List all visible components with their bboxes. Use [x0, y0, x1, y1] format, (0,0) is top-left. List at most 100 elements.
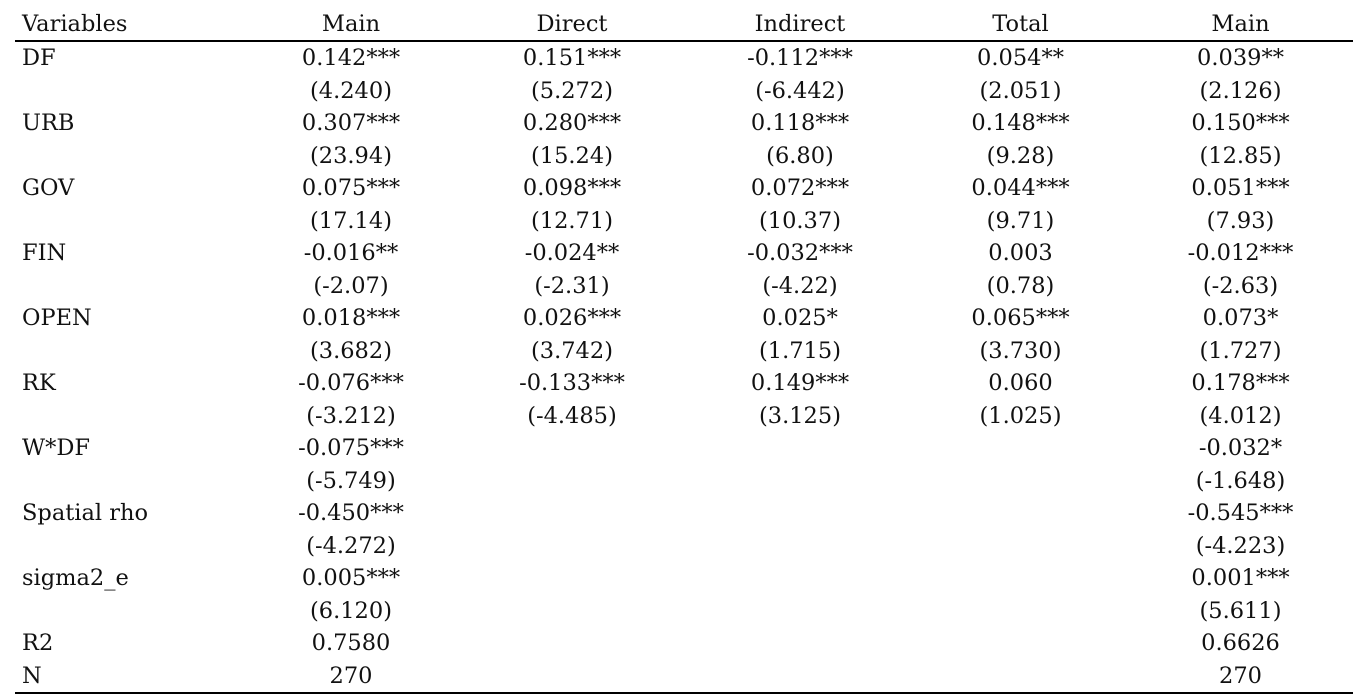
value-cell: 0.150***: [1191, 110, 1290, 136]
value-cell: -0.076***: [298, 370, 404, 396]
table-row: (4.240) (5.272) (-6.442) (2.051) (2.126): [15, 75, 1353, 108]
value-cell: 0.026***: [522, 305, 622, 331]
value-cell: 0.051***: [1191, 175, 1290, 201]
variable-name-cell: sigma2_e: [22, 565, 129, 591]
table-row: GOV 0.075*** 0.098*** 0.072*** 0.044*** 0.051…: [15, 172, 1353, 205]
value-cell: (5.611): [1199, 597, 1282, 624]
value-cell: (-4.22): [762, 272, 838, 299]
table-row: (-3.212) (-4.485) (3.125) (1.025) (4.012): [15, 400, 1353, 433]
value-cell: [687, 530, 913, 563]
value-cell: (-4.272): [306, 532, 396, 559]
value-cell: 0.073*: [1202, 305, 1279, 331]
header-main-2: Main: [1128, 0, 1353, 42]
value-cell: (2.051): [979, 77, 1062, 104]
value-cell: [913, 530, 1128, 563]
variable-name-cell: [15, 465, 245, 498]
value-cell: 0.018***: [301, 305, 401, 331]
value-cell: 0.054**: [977, 45, 1064, 71]
value-cell: 0.039**: [1197, 45, 1284, 71]
header-total: Total: [913, 0, 1128, 42]
value-cell: [457, 659, 687, 694]
value-cell: [687, 659, 913, 694]
value-cell: (9.28): [986, 142, 1055, 169]
variable-name-cell: [15, 530, 245, 563]
value-cell: (15.24): [531, 142, 613, 169]
variable-name-cell: FIN: [22, 240, 67, 266]
table-row: (-2.07) (-2.31) (-4.22) (0.78) (-2.63): [15, 270, 1353, 303]
header-main: Main: [245, 0, 457, 42]
value-cell: (3.125): [759, 402, 841, 429]
table-row: sigma2_e 0.005*** 0.001***: [15, 562, 1353, 595]
value-cell: -0.012***: [1187, 240, 1294, 266]
value-cell: (-2.07): [313, 272, 389, 299]
value-cell: (1.715): [759, 337, 841, 364]
value-cell: (7.93): [1206, 207, 1275, 234]
variable-name-cell: DF: [22, 45, 56, 71]
table-row: W*DF -0.075*** -0.032*: [15, 432, 1353, 465]
value-cell: (17.14): [310, 207, 392, 234]
value-cell: [913, 562, 1128, 595]
value-cell: [457, 595, 687, 628]
value-cell: 0.142***: [301, 45, 401, 71]
variable-name-cell: URB: [22, 110, 75, 136]
value-cell: 0.6626: [1201, 630, 1280, 656]
value-cell: (5.272): [531, 77, 613, 104]
variable-name-cell: RK: [22, 370, 56, 396]
value-cell: 0.151***: [522, 45, 622, 71]
table-row: DF 0.142*** 0.151*** -0.112*** 0.054** 0.039*…: [15, 41, 1353, 75]
value-cell: (-5.749): [306, 467, 396, 494]
value-cell: [913, 432, 1128, 465]
value-cell: [687, 497, 913, 530]
value-cell: (-4.223): [1195, 532, 1286, 559]
value-cell: (6.80): [766, 142, 834, 169]
value-cell: 0.072***: [750, 175, 850, 201]
variable-name-cell: [15, 595, 245, 628]
variable-name-cell: [15, 205, 245, 238]
value-cell: 0.149***: [750, 370, 850, 396]
variable-name-cell: [15, 400, 245, 433]
table-body: DF 0.142*** 0.151*** -0.112*** 0.054** 0.039*…: [15, 41, 1353, 694]
value-cell: (3.730): [979, 337, 1062, 364]
value-cell: 0.7580: [311, 630, 391, 656]
table-header: Variables Main Direct Indirect Total Mai…: [15, 0, 1353, 42]
value-cell: [457, 497, 687, 530]
header-direct: Direct: [457, 0, 687, 42]
value-cell: [457, 627, 687, 660]
value-cell: 0.001***: [1191, 565, 1290, 591]
value-cell: [687, 562, 913, 595]
value-cell: (10.37): [759, 207, 841, 234]
value-cell: [457, 562, 687, 595]
value-cell: 0.025*: [762, 305, 838, 331]
value-cell: -0.450***: [298, 500, 404, 526]
value-cell: (4.240): [310, 77, 392, 104]
value-cell: [913, 595, 1128, 628]
value-cell: -0.075***: [298, 435, 404, 461]
value-cell: (23.94): [310, 142, 392, 169]
value-cell: -0.016**: [303, 240, 399, 266]
value-cell: (3.682): [310, 337, 392, 364]
variable-name-cell: GOV: [22, 175, 75, 201]
value-cell: (1.025): [979, 402, 1062, 429]
value-cell: (4.012): [1199, 402, 1282, 429]
regression-results-table: Variables Main Direct Indirect Total Mai…: [15, 0, 1353, 694]
value-cell: (1.727): [1199, 337, 1282, 364]
table-row: (23.94) (15.24) (6.80) (9.28) (12.85): [15, 140, 1353, 173]
value-cell: (-3.212): [306, 402, 396, 429]
value-cell: (-4.485): [527, 402, 617, 429]
table-row: (6.120) (5.611): [15, 595, 1353, 628]
value-cell: [457, 432, 687, 465]
value-cell: (0.78): [986, 272, 1055, 299]
value-cell: 270: [1128, 659, 1353, 694]
header-indirect: Indirect: [687, 0, 913, 42]
value-cell: 0.075***: [301, 175, 401, 201]
value-cell: 0.280***: [522, 110, 622, 136]
variable-name-cell: Spatial rho: [22, 500, 149, 526]
value-cell: (-2.63): [1202, 272, 1279, 299]
value-cell: 0.003: [988, 240, 1053, 266]
variable-name-cell: R2: [22, 630, 54, 656]
variable-name-cell: W*DF: [22, 435, 91, 461]
value-cell: (6.120): [310, 597, 392, 624]
value-cell: 0.178***: [1191, 370, 1290, 396]
value-cell: 0.005***: [301, 565, 401, 591]
value-cell: [457, 465, 687, 498]
